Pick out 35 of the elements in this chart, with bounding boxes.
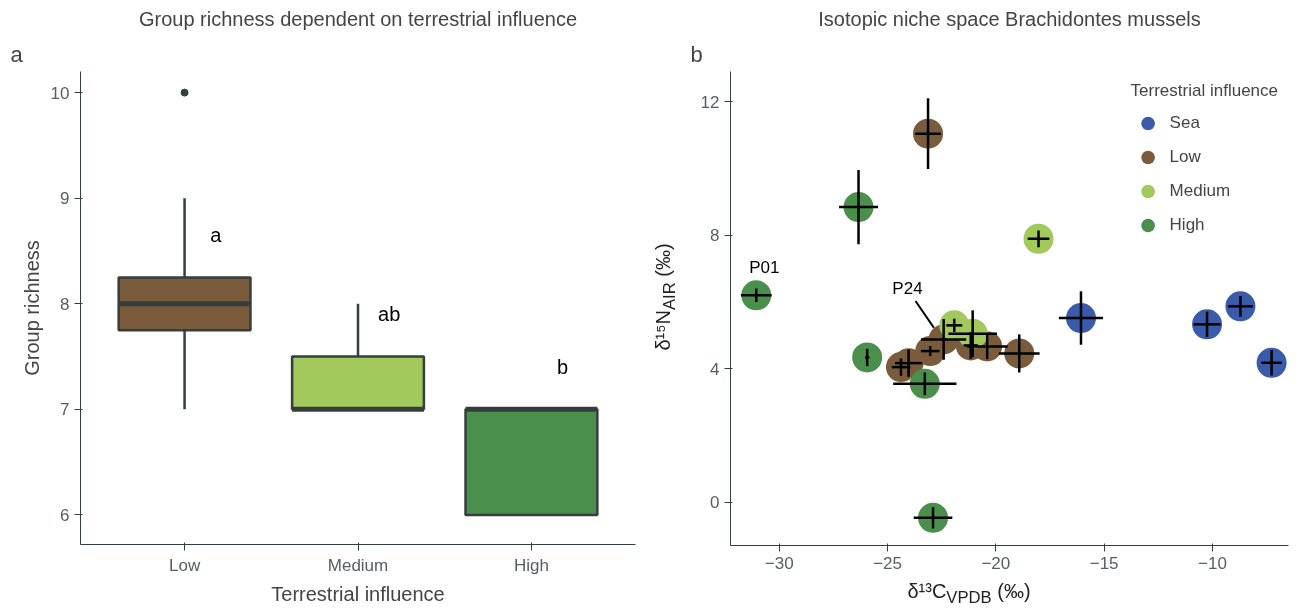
x-tick-label: −25 [873, 553, 902, 573]
x-tick-label: −15 [1089, 553, 1119, 573]
chart-title: Isotopic niche space Brachidontes mussels [818, 7, 1201, 30]
annotation: ab [378, 303, 401, 326]
x-tick-label: −10 [1198, 553, 1227, 573]
y-tick-label: 10 [50, 83, 70, 103]
point [852, 342, 883, 373]
legend-label: Sea [1169, 113, 1200, 133]
legend-label: Low [1169, 147, 1201, 167]
text: b [690, 41, 703, 67]
y-tick-label: 9 [60, 189, 70, 209]
legend-label: High [1169, 215, 1205, 235]
y-tick-label: 12 [700, 92, 720, 112]
text: a [10, 41, 24, 67]
x-axis-title: δ¹³C$_{VPDB}$ (‰) [906, 580, 1032, 609]
annotation: P01 [749, 258, 780, 278]
y-tick-label: 0 [710, 493, 720, 513]
x-tick-label: −30 [764, 553, 794, 573]
x-tick-label: Low [168, 555, 201, 575]
x-tick-label: Medium [327, 555, 389, 575]
legend-label: Medium [1169, 181, 1231, 201]
y-tick-label: 8 [60, 294, 70, 314]
y-axis-title: Group richness [20, 240, 43, 376]
chart-title: Group richness dependent on terrestrial influence [138, 7, 578, 30]
y-tick-label: 7 [60, 400, 70, 420]
y-tick-label: 4 [710, 359, 720, 379]
y-tick-label: 6 [60, 505, 70, 525]
y-tick-label: 8 [710, 226, 720, 246]
x-tick-label: −20 [981, 553, 1011, 573]
x-tick-label: High [513, 555, 549, 575]
annotation: b [557, 356, 569, 379]
x-axis-title: Terrestrial influence [271, 582, 445, 605]
annotation: P24 [892, 278, 923, 298]
legend-title: Terrestrial influence [1130, 81, 1278, 101]
annotation: a [210, 224, 223, 247]
